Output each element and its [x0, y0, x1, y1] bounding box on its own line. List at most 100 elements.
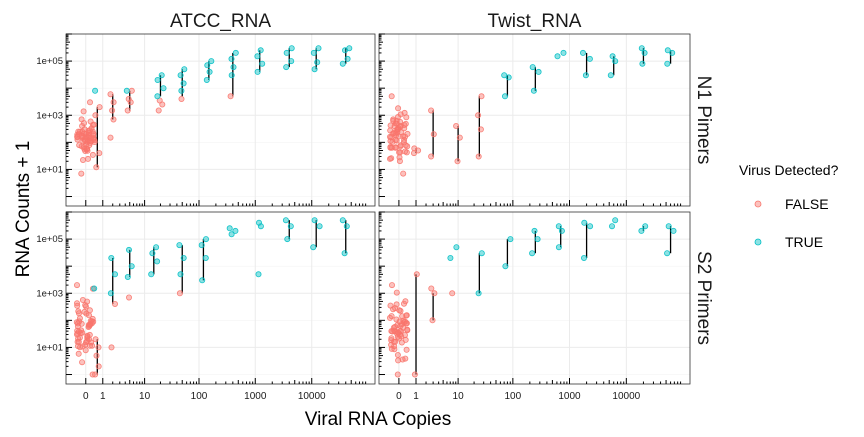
point-true [92, 87, 99, 94]
point-false [96, 150, 103, 157]
point-false [96, 104, 103, 111]
point-true [339, 217, 346, 224]
point-false [74, 282, 81, 289]
point-true [154, 258, 161, 265]
column-strip-label: ATCC_RNA [170, 11, 271, 32]
point-false [75, 350, 82, 357]
point-false [85, 127, 92, 134]
point-true [669, 49, 676, 56]
point-false [392, 144, 399, 151]
point-false [392, 136, 399, 143]
point-false [403, 114, 410, 121]
point-true [447, 254, 454, 261]
point-false [454, 158, 461, 165]
point-true [202, 236, 209, 243]
point-false [79, 359, 86, 366]
panel-border [65, 33, 376, 207]
point-true [177, 271, 184, 278]
point-true [314, 59, 321, 66]
row-strip-label: N1 Pimers [693, 76, 714, 165]
point-false [390, 129, 397, 136]
panel-ATCC_RNA-n1 [65, 33, 376, 207]
point-false [402, 336, 409, 343]
point-false [388, 93, 395, 100]
panel-border [378, 211, 691, 385]
point-true [178, 87, 185, 94]
point-true [128, 263, 135, 270]
point-true [228, 72, 235, 79]
legend-entry-label: FALSE [785, 196, 829, 212]
point-true [126, 246, 133, 253]
point-false [397, 111, 404, 118]
point-false [87, 139, 94, 146]
point-false [400, 300, 407, 307]
point-false [95, 363, 102, 370]
point-true [555, 223, 562, 230]
point-false [403, 312, 410, 319]
point-false [124, 107, 131, 114]
y-tick-label: 1e+03 [36, 288, 63, 299]
point-true [664, 250, 671, 257]
point-false [80, 156, 87, 163]
point-true [639, 60, 646, 67]
point-false [393, 289, 400, 296]
point-false [475, 112, 482, 119]
point-true [158, 72, 165, 79]
point-false [397, 118, 404, 125]
point-true [638, 227, 645, 234]
point-true [612, 58, 619, 65]
x-tick-label: 1 [100, 391, 106, 402]
point-false [92, 336, 99, 343]
point-false [396, 335, 403, 342]
point-false [107, 134, 114, 141]
legend-entry-label: TRUE [785, 234, 823, 250]
x-tick-label: 10000 [612, 391, 640, 402]
point-true [283, 64, 290, 71]
point-true [475, 290, 482, 297]
point-false [86, 331, 93, 338]
point-false [402, 148, 409, 155]
point-true [609, 53, 616, 60]
point-false [76, 142, 83, 149]
point-true [259, 60, 266, 67]
point-true [198, 242, 205, 249]
point-true [612, 217, 619, 224]
point-true [580, 49, 587, 56]
panel-background [66, 212, 375, 384]
point-false [110, 116, 117, 123]
point-false [395, 105, 402, 112]
point-true [507, 236, 514, 243]
point-false [84, 298, 91, 305]
point-false [82, 347, 89, 354]
point-true [254, 53, 261, 60]
point-true [180, 254, 187, 261]
point-false [387, 302, 394, 309]
point-true [112, 271, 119, 278]
x-tick-label: 100 [191, 391, 208, 402]
point-true [148, 271, 155, 278]
point-false [428, 285, 435, 292]
point-true [123, 87, 130, 94]
point-false [397, 149, 404, 156]
point-false [75, 335, 82, 342]
x-tick-label: 0 [396, 391, 402, 402]
point-false [390, 324, 397, 331]
point-false [109, 107, 116, 114]
point-false [411, 145, 418, 152]
point-true [226, 225, 233, 232]
point-true [664, 47, 671, 54]
point-true [232, 227, 239, 234]
point-false [93, 352, 100, 359]
point-false [90, 132, 97, 139]
x-tick-label: 10000 [298, 391, 326, 402]
point-true [149, 250, 156, 257]
point-true [154, 77, 161, 84]
point-false [74, 327, 81, 334]
legend-title: Virus Detected? [739, 162, 839, 178]
point-false [155, 107, 162, 114]
point-false [127, 99, 134, 106]
point-false [453, 123, 460, 130]
point-false [388, 282, 395, 289]
point-true [665, 223, 672, 230]
